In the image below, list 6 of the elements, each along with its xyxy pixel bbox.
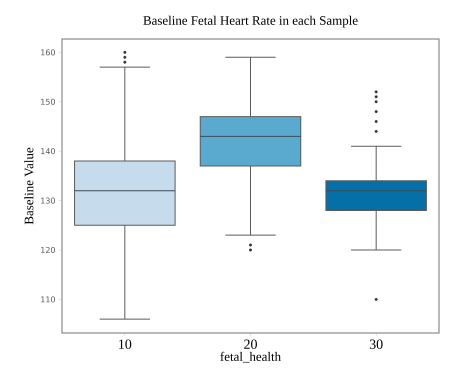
x-tick-label: 10 xyxy=(119,340,132,349)
x-axis-title: fetal_health xyxy=(220,352,281,363)
y-axis-title: Baseline Value xyxy=(24,148,34,224)
chart-title: Baseline Fetal Heart Rate in each Sample xyxy=(143,16,358,28)
x-tick-label: 20 xyxy=(244,340,257,349)
x-tick-label: 30 xyxy=(370,340,383,349)
